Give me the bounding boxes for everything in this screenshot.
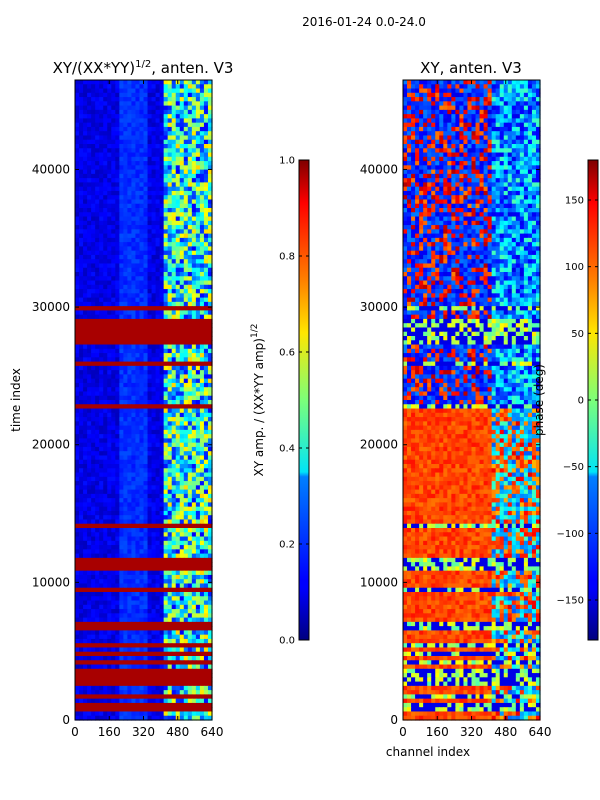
amplitude-heatmap — [75, 80, 213, 721]
x-tick-label: 480 — [494, 725, 517, 739]
amplitude-ticks: 0 160 320 480 640 0 10000 20000 30000 40000 — [32, 80, 224, 739]
colorbar-tick-label: −50 — [563, 462, 584, 473]
colorbar-tick-label: 50 — [571, 329, 584, 340]
x-tick-label: 160 — [426, 725, 449, 739]
colorbar-tick-label: 1.0 — [279, 156, 295, 167]
x-tick-label: 320 — [132, 725, 155, 739]
x-tick-label: 160 — [98, 725, 121, 739]
panel-phase: XY, anten. V3 0 160 320 480 640 0 10000 20000 30… — [360, 59, 552, 759]
phase-heatmap — [403, 80, 541, 721]
amplitude-ylabel: time index — [9, 368, 23, 432]
y-tick-label: 20000 — [32, 438, 70, 452]
colorbar-tick-label: 0.6 — [279, 348, 295, 359]
y-tick-label: 10000 — [360, 575, 398, 589]
phase-colorbar: −150 −100 −50 0 50 100 150 phase (deg) — [532, 159, 599, 641]
y-tick-label: 40000 — [32, 162, 70, 176]
colorbar-tick-label: 100 — [565, 262, 584, 273]
colorbar-tick-label: 0.0 — [279, 636, 295, 647]
x-tick-label: 320 — [460, 725, 483, 739]
colorbar-tick-label: −150 — [557, 596, 584, 607]
y-tick-label: 0 — [390, 713, 398, 727]
panel-phase-title: XY, anten. V3 — [420, 59, 522, 77]
amplitude-colorbar-label: XY amp. / (XX*YY amp)1/2 — [250, 324, 266, 477]
amplitude-colorbar: 0.0 0.2 0.4 0.6 0.8 1.0 XY amp. / (XX*YY amp)… — [250, 156, 310, 647]
panel-amplitude-title: XY/(XX*YY)1/2, anten. V3 — [53, 59, 234, 77]
colorbar-tick-label: 0.2 — [279, 540, 295, 551]
y-tick-label: 20000 — [360, 438, 398, 452]
y-tick-label: 40000 — [360, 162, 398, 176]
x-tick-label: 480 — [166, 725, 189, 739]
amplitude-colorbar-gradient — [298, 159, 310, 641]
y-tick-label: 30000 — [32, 300, 70, 314]
y-tick-label: 30000 — [360, 300, 398, 314]
amplitude-colorbar-ticks: 0.0 0.2 0.4 0.6 0.8 1.0 — [279, 156, 309, 647]
colorbar-tick-label: −100 — [557, 529, 584, 540]
x-tick-label: 0 — [399, 725, 407, 739]
colorbar-tick-label: 0 — [578, 396, 584, 407]
panel-amplitude: XY/(XX*YY)1/2, anten. V3 0 160 320 480 640 0 1… — [9, 59, 233, 739]
y-tick-label: 0 — [62, 713, 70, 727]
x-tick-label: 640 — [529, 725, 552, 739]
colorbar-tick-label: 0.8 — [279, 252, 295, 263]
figure-suptitle: 2016-01-24 0.0-24.0 — [302, 15, 426, 29]
x-tick-label: 640 — [201, 725, 224, 739]
colorbar-tick-label: 0.4 — [279, 444, 295, 455]
colorbar-tick-label: 150 — [565, 196, 584, 207]
x-tick-label: 0 — [71, 725, 79, 739]
phase-ticks: 0 160 320 480 640 0 10000 20000 30000 40000 — [360, 80, 552, 739]
y-tick-label: 10000 — [32, 575, 70, 589]
phase-xlabel: channel index — [386, 745, 470, 759]
phase-colorbar-label: phase (deg) — [532, 364, 546, 436]
phase-colorbar-ticks: −150 −100 −50 0 50 100 150 — [557, 196, 598, 607]
